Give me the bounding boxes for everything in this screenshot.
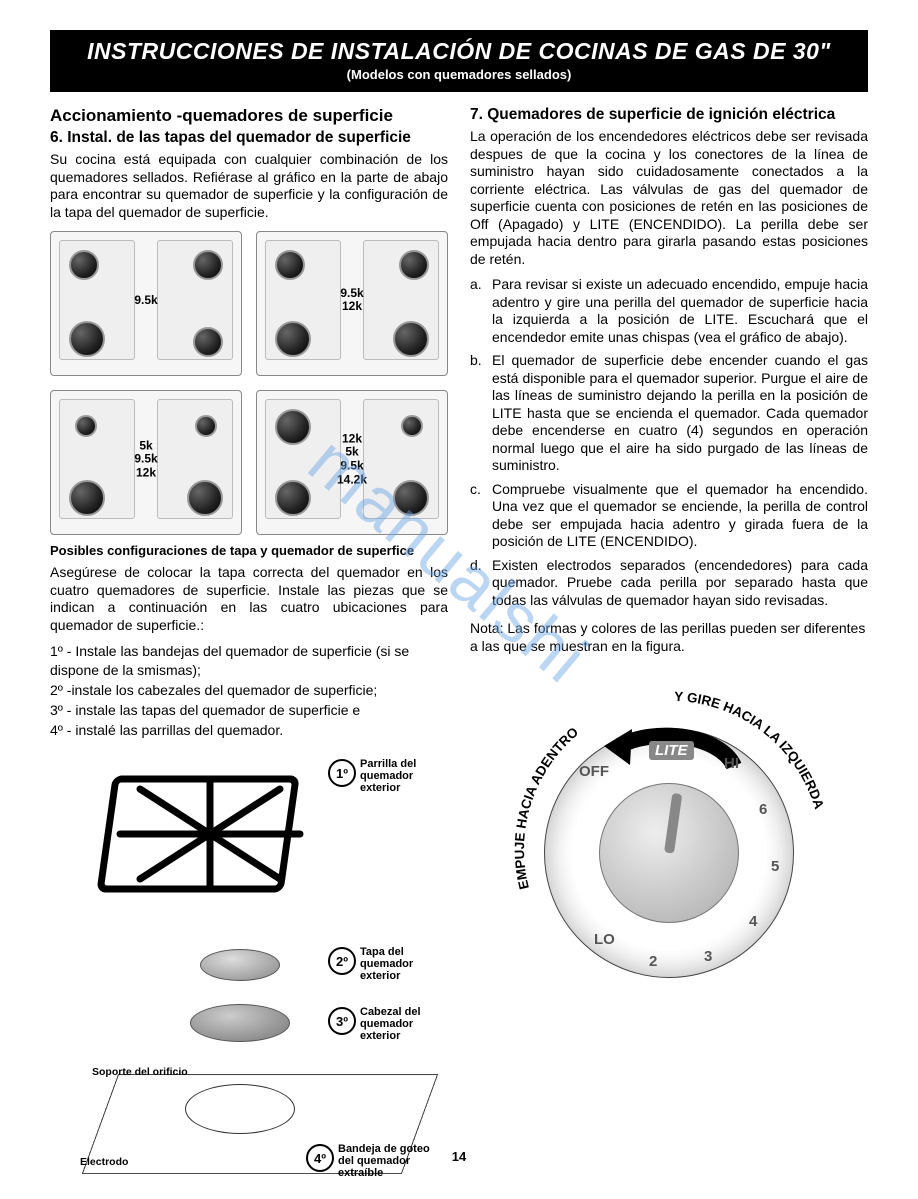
callout-circle-4: 4º xyxy=(306,1144,334,1172)
config-label: 5k 9.5k 12k xyxy=(134,439,157,480)
burner-cap-icon xyxy=(200,949,280,981)
cooktop-config-4: 12k 5k 9.5k 14.2k xyxy=(256,390,448,535)
dial-off: OFF xyxy=(579,763,609,780)
right-column: 7. Quemadores de superficie de ignición … xyxy=(470,106,868,1199)
page-number: 14 xyxy=(452,1149,466,1164)
step7-item-d: d. Existen electrodos separados (encende… xyxy=(470,557,868,610)
dial-hi: HI xyxy=(724,755,739,772)
callout-1: 1º Parrilla del quemador exterior xyxy=(328,759,448,794)
banner-title: INSTRUCCIONES DE INSTALACIÓN DE COCINAS … xyxy=(50,38,868,65)
cooktop-config-1: 9.5k xyxy=(50,231,242,376)
cooktop-config-3: 5k 9.5k 12k xyxy=(50,390,242,535)
orifice-label: Soporte del orificio xyxy=(92,1067,188,1078)
callout-text-4: Bandeja de goteo del quemador extraíble xyxy=(338,1144,448,1179)
callout-text-1: Parrilla del quemador exterior xyxy=(360,759,448,794)
callout-text-2: Tapa del quemador exterior xyxy=(360,947,448,982)
config-label: 9.5k xyxy=(134,294,157,308)
note-text: Las formas y colores de las perillas pue… xyxy=(470,620,865,654)
callout-2: 2º Tapa del quemador exterior xyxy=(328,947,448,982)
step7-title: 7. Quemadores de superficie de ignición … xyxy=(470,106,868,124)
step7-item-c: c. Compruebe visualmente que el quemador… xyxy=(470,481,868,551)
step7-item-a: a. Para revisar si existe un adecuado en… xyxy=(470,276,868,346)
cooktop-configs: 9.5k 9.5k 12k 5k 9.5k 12k 12k 5k xyxy=(50,231,448,535)
burner-head-icon xyxy=(190,1004,290,1042)
install-step-2: 2º -instale los cabezales del quemador d… xyxy=(50,681,448,700)
note-prefix: Nota: xyxy=(470,620,503,636)
install-step-4: 4º - instalé las parrillas del quemador. xyxy=(50,721,448,740)
dial-3: 3 xyxy=(704,948,712,965)
dial-lo: LO xyxy=(594,931,615,948)
step6-intro: Su cocina está equipada con cualquier co… xyxy=(50,151,448,221)
callout-circle-3: 3º xyxy=(328,1007,356,1035)
step7-para: La operación de los encendedores eléctri… xyxy=(470,128,868,268)
grate-icon xyxy=(80,749,340,929)
cooktop-caption: Posibles configuraciones de tapa y quema… xyxy=(50,543,448,558)
title-banner: INSTRUCCIONES DE INSTALACIÓN DE COCINAS … xyxy=(50,30,868,92)
electrode-label: Electrodo xyxy=(80,1157,128,1168)
exploded-burner-diagram: 1º Parrilla del quemador exterior 2º Tap… xyxy=(50,749,448,1199)
callout-text-3: Cabezal del quemador exterior xyxy=(360,1007,448,1042)
install-step-1: 1º - Instale las bandejas del quemador d… xyxy=(50,642,448,680)
content-columns: Accionamiento -quemadores de superficie … xyxy=(50,106,868,1199)
cooktop-config-2: 9.5k 12k xyxy=(256,231,448,376)
step6-para2: Asegúrese de colocar la tapa correcta de… xyxy=(50,564,448,634)
dial-6: 6 xyxy=(759,801,767,818)
left-heading: Accionamiento -quemadores de superficie xyxy=(50,106,448,126)
dial-5: 5 xyxy=(771,858,779,875)
banner-subtitle: (Modelos con quemadores sellados) xyxy=(50,67,868,82)
left-column: Accionamiento -quemadores de superficie … xyxy=(50,106,448,1199)
callout-4: 4º Bandeja de goteo del quemador extraíb… xyxy=(306,1144,448,1179)
dial-lite: LITE xyxy=(649,741,694,760)
step7-item-b: b. El quemador de superficie debe encend… xyxy=(470,352,868,475)
knob-handle xyxy=(599,783,739,923)
config-label: 12k 5k 9.5k 14.2k xyxy=(337,432,367,487)
step7-note: Nota: Las formas y colores de las perill… xyxy=(470,619,868,655)
callout-3: 3º Cabezal del quemador exterior xyxy=(328,1007,448,1042)
callout-circle-1: 1º xyxy=(328,759,356,787)
dial-2: 2 xyxy=(649,953,657,970)
callout-circle-2: 2º xyxy=(328,947,356,975)
install-step-3: 3º - instale las tapas del quemador de s… xyxy=(50,701,448,720)
config-label: 9.5k 12k xyxy=(340,287,363,315)
knob-diagram: EMPUJE HACIA ADENTRO Y GIRE HACIA LA IZQ… xyxy=(499,673,839,1013)
dial-4: 4 xyxy=(749,913,757,930)
step6-title: 6. Instal. de las tapas del quemador de … xyxy=(50,129,448,147)
